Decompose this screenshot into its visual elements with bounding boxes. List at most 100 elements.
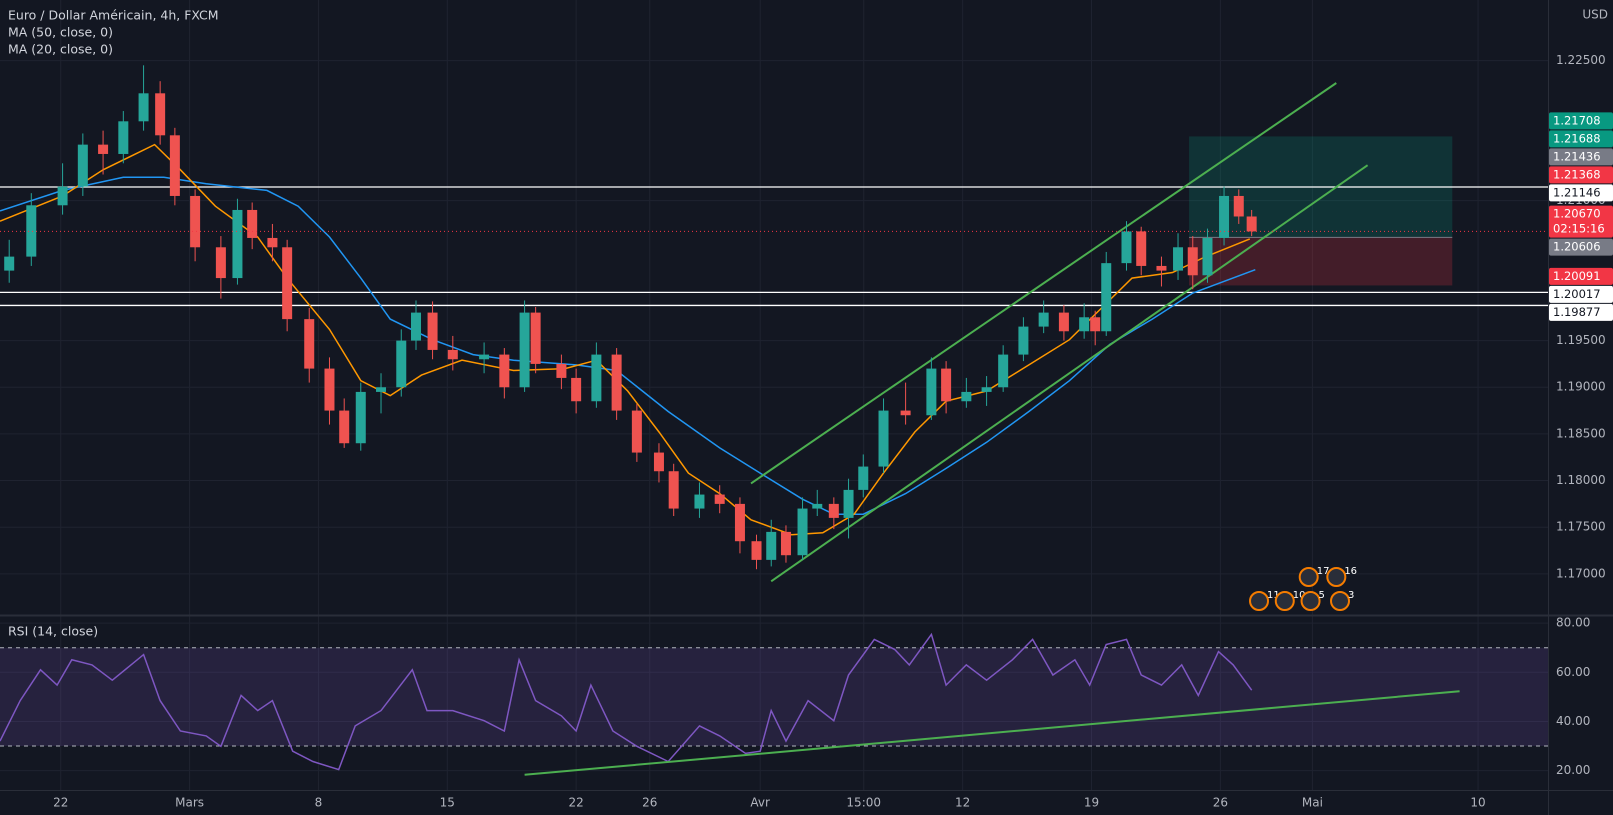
candle-body — [843, 489, 854, 518]
candle-body — [998, 354, 1009, 388]
candle-body — [1156, 265, 1167, 271]
y-tick-label: 1.19000 — [1556, 380, 1606, 394]
price-label: 1.20606 — [1553, 240, 1601, 254]
axes: 1.17000 1.17500 1.18000 1.18500 1.19000 1.195… — [53, 53, 1613, 810]
trend-line — [770, 164, 1369, 583]
candle-body — [190, 195, 201, 248]
candle-body — [591, 354, 602, 402]
candle-body — [77, 144, 88, 187]
price-label-box — [1549, 285, 1613, 303]
candle-body — [1187, 247, 1198, 276]
candle-body — [926, 368, 937, 416]
candle-body — [631, 410, 642, 453]
candle-body — [169, 135, 180, 196]
candle-body — [427, 312, 438, 350]
y-tick-label: 1.18500 — [1556, 426, 1606, 440]
candle-body — [734, 503, 745, 542]
series-line — [0, 632, 1253, 771]
candle-body — [396, 340, 407, 388]
candle-body — [304, 319, 315, 369]
candle-body — [1233, 195, 1244, 217]
price-label: 1.21146 — [1553, 185, 1601, 199]
price-label-box — [1549, 112, 1613, 130]
y-tick-label: 80.00 — [1556, 616, 1590, 630]
legend-entry: MA (50, close, 0) — [8, 25, 113, 40]
candle-body — [571, 377, 582, 402]
candle-body — [282, 247, 293, 320]
candle-body — [1136, 231, 1147, 266]
x-tick-label: 22 — [568, 796, 583, 810]
price-label: 1.20670 — [1553, 207, 1601, 221]
candle-body — [118, 121, 129, 154]
price-countdown: 02:15:16 — [1553, 222, 1605, 236]
x-tick-label: 15 — [440, 796, 455, 810]
candle-body — [1038, 312, 1049, 327]
event-count: 3 — [1348, 590, 1354, 601]
candle-body — [941, 368, 952, 402]
y-tick-label: 1.18000 — [1556, 473, 1606, 487]
price-label: 1.21436 — [1553, 149, 1601, 163]
candle-body — [1090, 317, 1101, 332]
chart-title: Euro / Dollar Américain, 4h, FXCM — [8, 8, 219, 23]
price-label-box — [1549, 267, 1613, 285]
event-icon — [1249, 591, 1270, 611]
candle-body — [324, 368, 335, 411]
candle-body — [1018, 326, 1029, 355]
y-tick-label: 20.00 — [1556, 763, 1590, 777]
event-icon — [1326, 567, 1347, 587]
candle-body — [797, 508, 808, 556]
currency: USD — [1582, 8, 1608, 22]
price-label: 1.20091 — [1553, 269, 1601, 283]
candle-body — [155, 93, 166, 136]
x-tick-label: Mars — [175, 796, 204, 810]
candle-body — [981, 387, 992, 392]
price-label-box — [1549, 148, 1613, 166]
candle-body — [694, 494, 705, 509]
price-label-box — [1549, 184, 1613, 202]
legend-entry: MA (20, close, 0) — [8, 42, 113, 57]
event-icon — [1274, 591, 1295, 611]
candle-body — [812, 503, 823, 509]
price-label-box — [1549, 205, 1613, 238]
price-pane — [0, 65, 1548, 583]
candle-body — [519, 312, 530, 388]
price-label: 1.19877 — [1553, 305, 1601, 319]
trend-line — [750, 82, 1337, 485]
y-tick-label: 1.17000 — [1556, 566, 1606, 580]
candle-body — [98, 144, 109, 154]
series-line — [0, 176, 1256, 515]
event-count: 10 — [1293, 590, 1306, 601]
candle-body — [355, 391, 366, 444]
candle-body — [961, 391, 972, 402]
candle-body — [1246, 216, 1257, 232]
rsi-band — [0, 647, 1548, 747]
candle-body — [267, 237, 278, 248]
x-tick-label: 26 — [1213, 796, 1228, 810]
candle-body — [653, 452, 664, 472]
candle-body — [668, 471, 679, 509]
candle-body — [232, 209, 243, 279]
candle-body — [1173, 247, 1184, 271]
candle-body — [1219, 195, 1230, 238]
x-tick-label: 12 — [955, 796, 970, 810]
candle-body — [479, 354, 490, 360]
candle-body — [4, 256, 15, 271]
event-icon — [1298, 567, 1319, 587]
y-tick-label: 40.00 — [1556, 714, 1590, 728]
price-label-box — [1549, 238, 1613, 256]
price-label: 1.21688 — [1553, 131, 1601, 145]
candle-body — [530, 312, 541, 364]
candle-body — [339, 410, 350, 444]
event-count: 5 — [1319, 590, 1325, 601]
event-icon — [1330, 591, 1351, 611]
price-label: 1.21708 — [1553, 113, 1601, 127]
candle-body — [1101, 263, 1112, 332]
grid — [0, 0, 1548, 790]
x-tick-label: Avr — [750, 796, 770, 810]
series-line — [0, 143, 1251, 536]
candle-body — [858, 466, 869, 490]
rsi-pane — [0, 632, 1548, 776]
